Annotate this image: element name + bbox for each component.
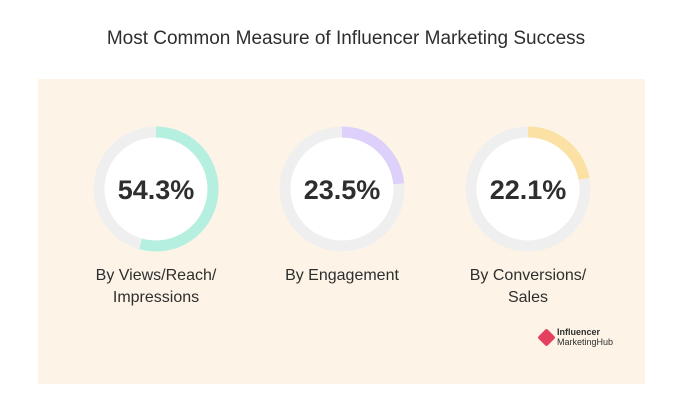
brand-name-line1: Influencer — [557, 327, 601, 337]
label-conversions-sales: By Conversions/Sales — [443, 265, 613, 309]
label-views-reach-impressions: By Views/Reach/Impressions — [71, 265, 241, 309]
ring-value-engagement: 23.5% — [304, 175, 381, 205]
brand-logo: Influencer MarketingHub — [537, 327, 614, 347]
label-line: Impressions — [112, 289, 200, 306]
brand-name-line2: MarketingHub — [557, 337, 614, 347]
influencer-marketing-hub-icon — [537, 327, 556, 347]
label-line: Sales — [507, 289, 549, 306]
ring-arc-conversions-sales — [465, 126, 591, 252]
label-line: By Views/Reach/ — [95, 267, 217, 284]
ring-value-views-reach-impressions: 54.3% — [118, 175, 195, 205]
ring-arc-views-reach-impressions — [93, 126, 219, 252]
label-engagement: By Engagement — [257, 265, 427, 287]
label-line: By Conversions/ — [469, 267, 587, 284]
ring-value-conversions-sales: 22.1% — [490, 175, 567, 205]
chart-title: Most Common Measure of Influencer Market… — [106, 28, 586, 49]
ring-arc-engagement — [279, 126, 405, 252]
label-line: By Engagement — [285, 267, 399, 284]
